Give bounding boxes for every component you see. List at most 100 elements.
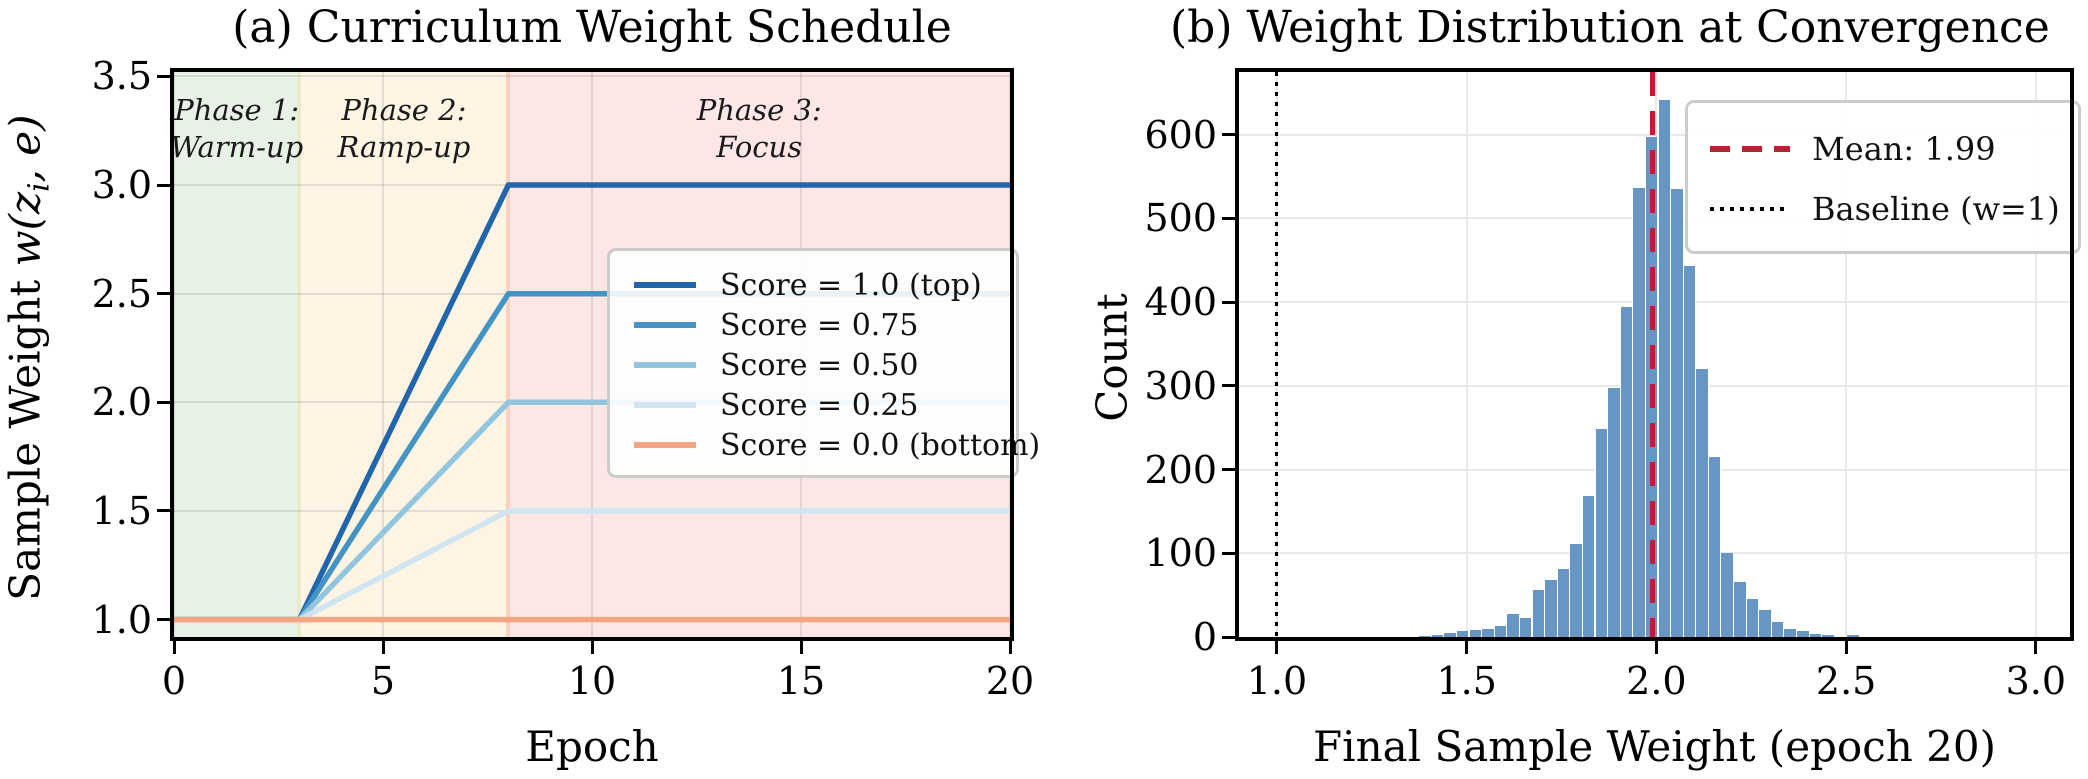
legend-item-baseline: Baseline (w=1): [1710, 179, 2078, 239]
panel-b-xlabel: Final Sample Weight (epoch 20): [1313, 722, 1996, 771]
y-axis-tick: [1222, 300, 1235, 304]
phase-band-1: [174, 72, 300, 637]
gridline-vertical: [2034, 72, 2037, 637]
y-axis-tick: [157, 509, 170, 513]
histogram-bar: [1770, 621, 1785, 637]
histogram-bar: [1493, 626, 1508, 637]
y-tick-label: 2.5: [91, 271, 152, 316]
histogram-bar: [1581, 495, 1596, 637]
panel-b-legend: Mean: 1.99 Baseline (w=1): [1685, 100, 2081, 254]
y-axis-tick: [1222, 635, 1235, 639]
legend-line-swatch: [634, 362, 696, 368]
histogram-bar: [1846, 635, 1860, 637]
phase-label-line1: Phase 2:: [341, 93, 467, 127]
phase-boundary-2: [506, 72, 511, 637]
line-series: [174, 508, 1010, 623]
histogram-bar: [1506, 614, 1520, 637]
x-tick-label: 20: [985, 659, 1035, 703]
legend-item: Score = 0.50: [634, 345, 1016, 385]
legend-item-mean: Mean: 1.99: [1710, 119, 2078, 179]
histogram-bar: [1758, 610, 1772, 637]
gridline-vertical: [1465, 72, 1468, 637]
gridline-vertical: [1845, 72, 1848, 637]
x-axis-tick: [799, 641, 803, 654]
y-tick-label: 300: [1144, 363, 1217, 408]
legend-line-swatch: [634, 322, 696, 328]
legend-label: Score = 0.75: [720, 307, 919, 343]
histogram-bar: [1821, 635, 1835, 637]
histogram-bar: [1632, 188, 1646, 637]
histogram-bar: [1682, 266, 1697, 637]
legend-label: Score = 0.25: [720, 387, 919, 423]
panel-a-xlabel: Epoch: [525, 722, 659, 771]
y-tick-label: 3.0: [91, 163, 152, 207]
phase-label-line2: Focus: [716, 130, 803, 164]
y-tick-label: 2.0: [91, 380, 152, 425]
y-tick-label: 100: [1144, 531, 1217, 576]
gridline-vertical: [173, 72, 175, 637]
phase-label-line1: Phase 3:: [696, 93, 822, 127]
histogram-bar: [1531, 590, 1546, 637]
y-axis-tick: [157, 292, 170, 296]
phase-label-line1: Phase 1:: [174, 93, 300, 127]
histogram-bar: [1418, 636, 1432, 637]
panel-a-plot-area: Phase 1: Warm-up Phase 2: Ramp-up Phase 3: Fo…: [92, 54, 1041, 703]
legend-item: Score = 0.25: [634, 385, 1016, 425]
x-tick-label: 5: [370, 659, 396, 703]
y-axis-tick: [1222, 216, 1235, 220]
y-tick-label: 200: [1144, 447, 1217, 492]
y-tick-label: 500: [1144, 196, 1217, 241]
phase-boundary-1: [297, 72, 302, 637]
legend-line-swatch: [634, 442, 696, 448]
phase-label-2: Phase 2: Ramp-up: [337, 92, 470, 166]
y-axis-tick: [1222, 133, 1235, 137]
y-tick-label: 0: [1192, 615, 1217, 659]
x-tick-label: 1.5: [1436, 659, 1497, 703]
mean-vline: [1650, 72, 1656, 637]
y-axis-tick: [157, 74, 170, 78]
y-axis-tick: [157, 618, 170, 622]
histogram-bar: [1607, 387, 1621, 637]
panel-a-title: (a) Curriculum Weight Schedule: [232, 2, 952, 53]
y-axis-tick: [1222, 468, 1235, 472]
histogram-bar: [1556, 569, 1571, 637]
x-tick-label: 15: [776, 659, 826, 703]
histogram-bar: [1733, 581, 1747, 637]
histogram-bar: [1481, 628, 1495, 637]
y-tick-label: 3.5: [91, 54, 152, 99]
histogram-bar: [1657, 99, 1672, 637]
histogram-bar: [1468, 630, 1483, 637]
phase-label-3: Phase 3: Focus: [697, 92, 822, 166]
histogram-bar: [1720, 553, 1734, 637]
histogram-bar: [1695, 369, 1709, 637]
x-axis-tick: [1275, 641, 1279, 654]
histogram-bar: [1783, 628, 1797, 637]
gridline-vertical: [591, 72, 593, 637]
legend-label: Score = 1.0 (top): [720, 267, 982, 303]
x-axis-tick: [1008, 641, 1012, 654]
legend-label: Score = 0.0 (bottom): [720, 427, 1041, 463]
x-tick-label: 1.0: [1246, 659, 1308, 703]
legend-line-swatch: [634, 402, 696, 408]
x-tick-label: 10: [567, 659, 617, 703]
y-tick-label: 400: [1144, 280, 1217, 325]
histogram-bar: [1808, 633, 1823, 637]
legend-line-swatch: [1710, 207, 1790, 211]
phase-label-line2: Ramp-up: [337, 130, 471, 164]
x-axis-tick: [590, 641, 594, 654]
legend-label: Score = 0.50: [720, 347, 919, 383]
x-axis-tick: [172, 641, 176, 654]
phase-label-line2: Warm-up: [170, 130, 304, 164]
x-axis-tick: [1844, 641, 1848, 654]
legend-line-swatch: [634, 282, 696, 288]
histogram-bar: [1796, 631, 1810, 637]
legend-item: Score = 0.75: [634, 305, 1016, 345]
histogram-bar: [1430, 634, 1445, 637]
x-axis-tick: [381, 641, 385, 654]
y-tick-label: 600: [1144, 112, 1217, 157]
legend-label: Mean: 1.99: [1812, 130, 1996, 168]
y-tick-label: 1.0: [91, 597, 152, 642]
legend-line-swatch: [1710, 146, 1790, 152]
histogram-bar: [1707, 457, 1722, 637]
